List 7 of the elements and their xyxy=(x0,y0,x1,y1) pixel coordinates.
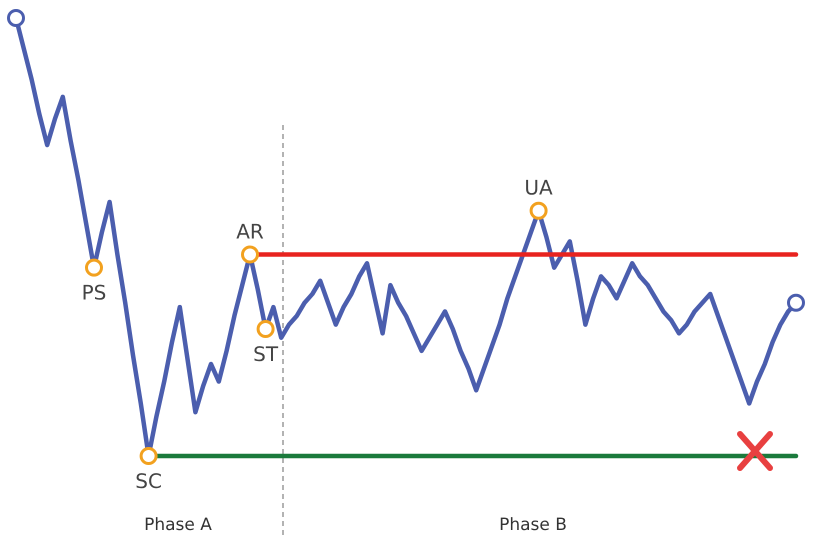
annotation: ST xyxy=(253,342,279,366)
annotation: AR xyxy=(236,220,264,244)
annotation: UA xyxy=(524,176,554,200)
text: SC xyxy=(135,469,162,493)
text: Phase B xyxy=(499,515,567,535)
annotation: PS xyxy=(82,280,106,305)
text: Phase A xyxy=(144,515,212,535)
